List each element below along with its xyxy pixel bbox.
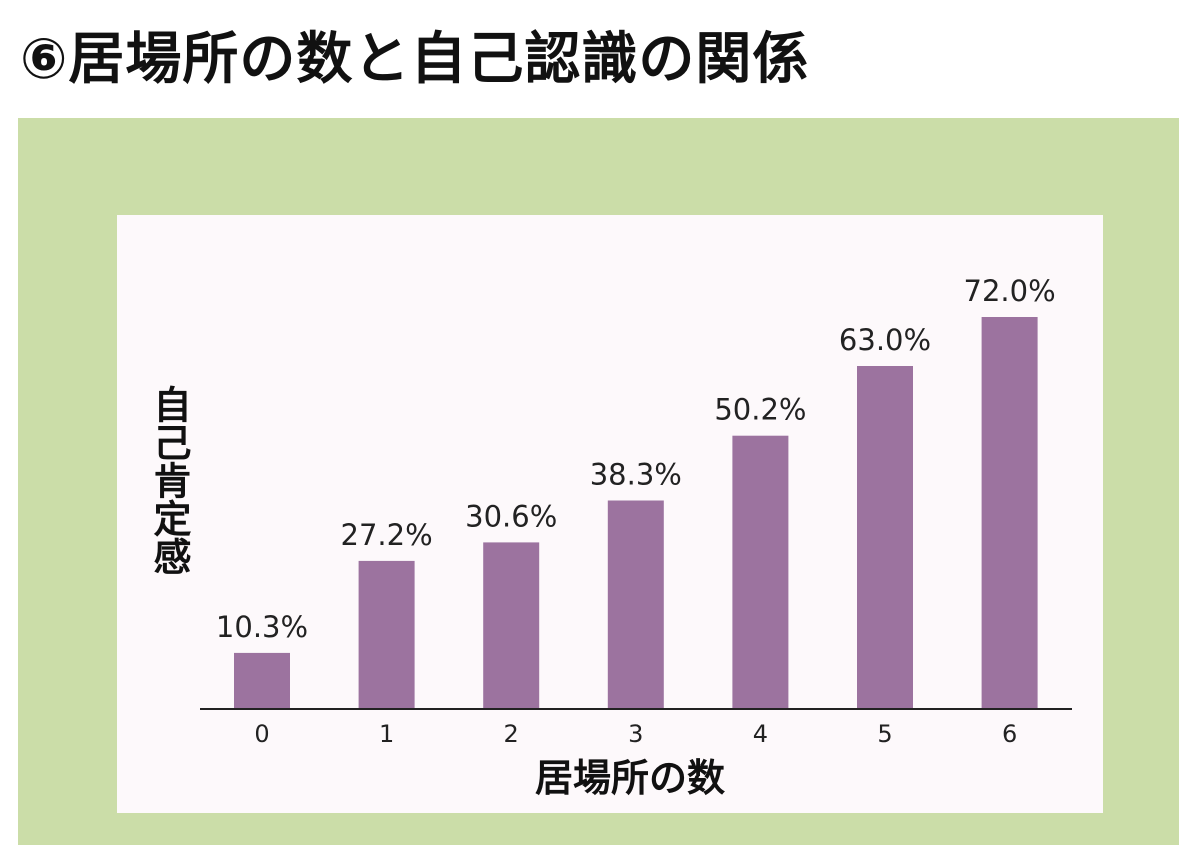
x-axis-label: 居場所の数 [534,756,725,800]
data-labels-layer: 10.3% 27.2% 30.6% 38.3% 50.2% 63.0% 72.0% [216,274,1056,644]
bar-4 [732,435,789,709]
bar-6 [981,317,1038,709]
data-label-3: 38.3% [590,458,682,492]
bar-0 [234,652,290,709]
bar-5 [857,366,913,709]
x-tick-label-4: 4 [753,720,768,748]
x-tick-label-2: 2 [504,720,519,748]
bars-layer [234,317,1038,709]
x-tick-label-5: 5 [877,720,892,748]
x-tick-label-1: 1 [379,720,394,748]
x-tick-label-0: 0 [254,720,269,748]
data-label-0: 10.3% [216,610,308,644]
data-label-4: 50.2% [714,393,806,427]
page-title: ⑥居場所の数と自己認識の関係 [20,27,810,92]
data-label-2: 30.6% [465,499,557,533]
y-axis-label: 自己肯定感 [147,385,191,575]
bar-3 [607,500,664,709]
bar-1 [358,560,415,709]
x-tick-label-6: 6 [1002,720,1017,748]
x-tick-label-3: 3 [628,720,643,748]
data-label-1: 27.2% [341,518,433,552]
bar-2 [483,542,540,709]
data-label-6: 72.0% [964,274,1056,308]
data-label-5: 63.0% [839,323,931,357]
x-axis-ticks-layer: 0 1 2 3 4 5 6 [254,720,1017,748]
